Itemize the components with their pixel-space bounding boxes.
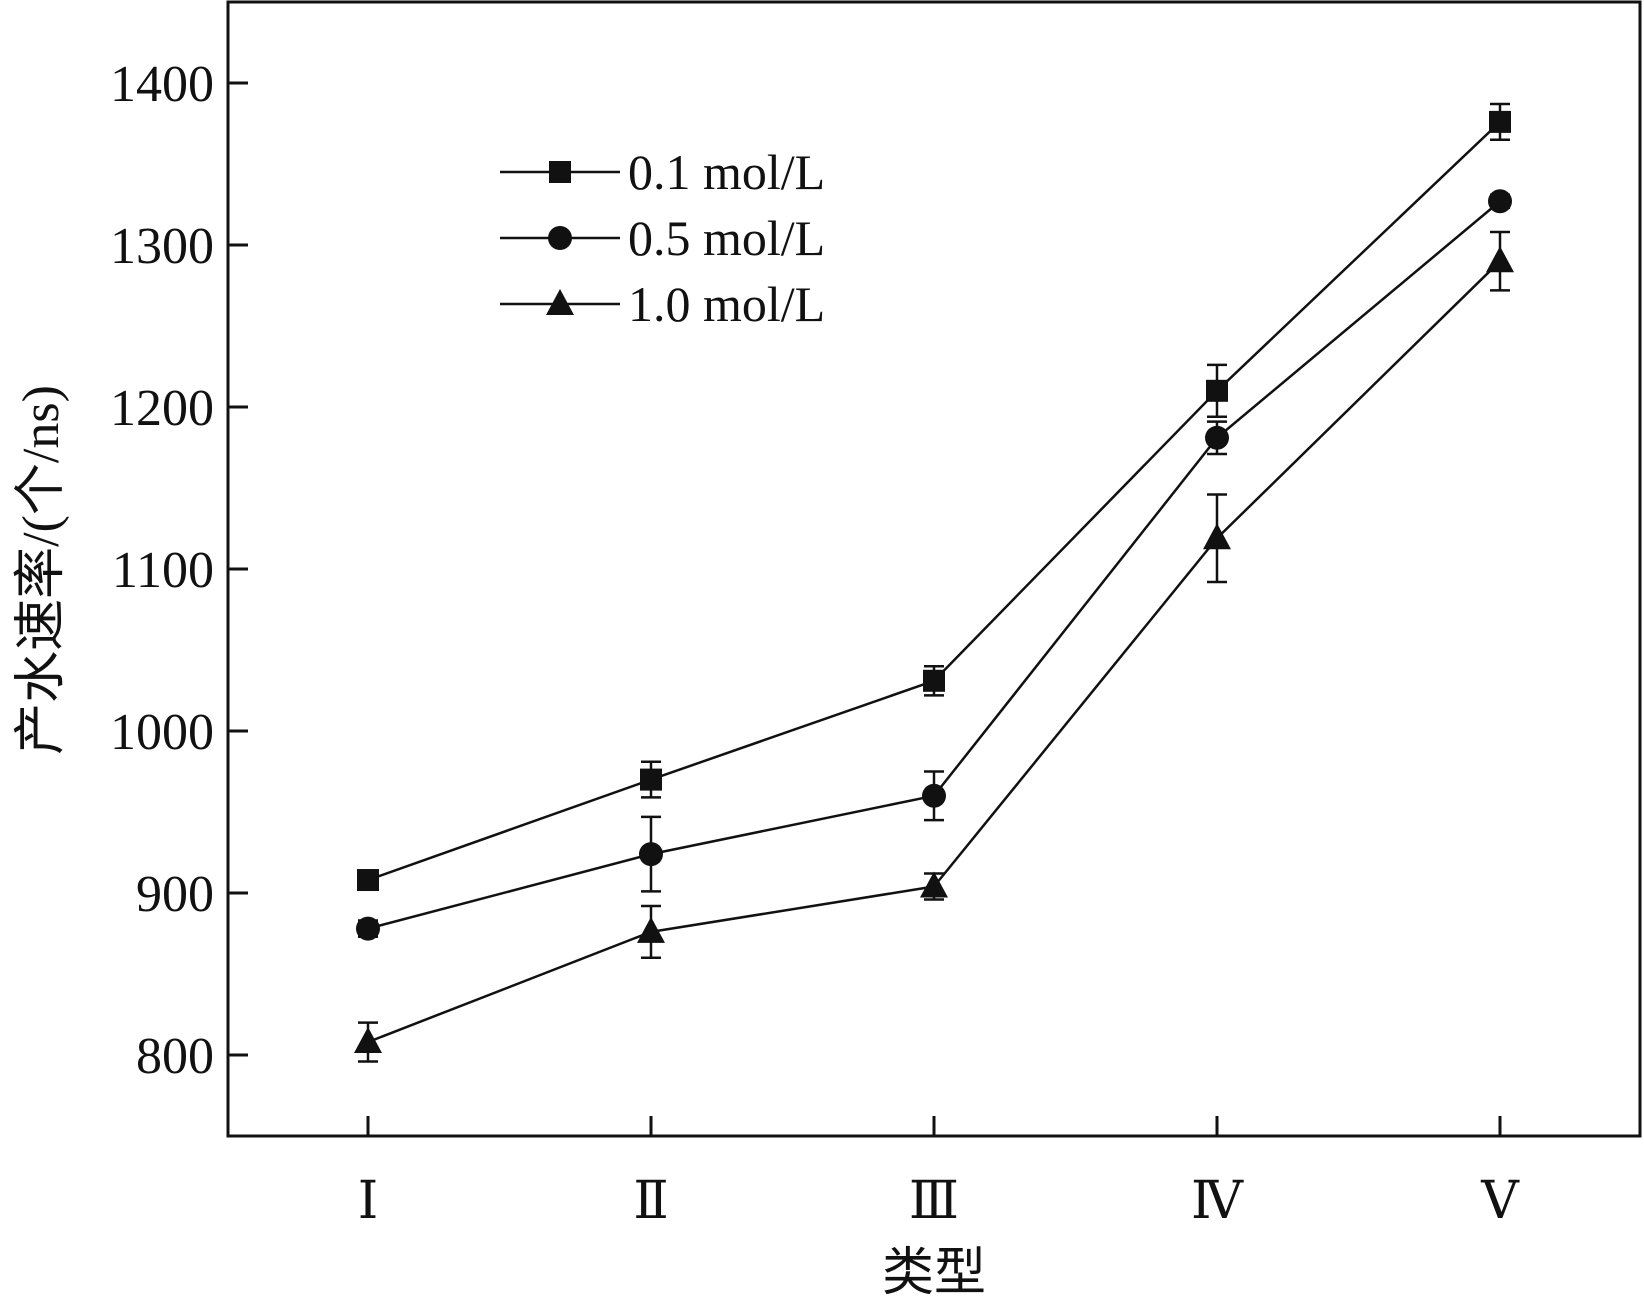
data-point: [357, 869, 379, 892]
data-point: [1205, 425, 1229, 450]
series-2: [354, 230, 1514, 1063]
y-tick-label: 1300: [110, 218, 214, 275]
data-point: [920, 871, 948, 898]
plot-frame: [226, 0, 1642, 1138]
series-line: [367, 120, 1501, 882]
y-tick-label: 1200: [110, 380, 214, 437]
data-point: [923, 669, 945, 692]
y-tick-label: 1100: [112, 542, 214, 599]
legend-item-2: 1.0 mol/L: [500, 276, 825, 332]
x-tick-label: Ⅰ: [358, 1173, 379, 1230]
y-axis-title: 产水速率/(个/ns): [13, 385, 70, 755]
legend-marker: [548, 226, 572, 250]
data-point: [639, 842, 663, 867]
data-point: [1488, 189, 1512, 214]
legend-label: 1.0 mol/L: [628, 276, 825, 332]
x-tick-label: Ⅳ: [1191, 1173, 1244, 1230]
series-line: [367, 260, 1501, 1044]
series-1: [356, 189, 1512, 941]
data-point: [637, 916, 665, 943]
x-tick-label: Ⅴ: [1480, 1173, 1520, 1230]
y-tick-label: 800: [136, 1028, 214, 1085]
x-tick-label: Ⅱ: [633, 1173, 668, 1230]
legend-item-1: 0.5 mol/L: [500, 210, 825, 266]
axes: 800 900 1000 1100 1200 1300 1400 Ⅰ Ⅱ Ⅲ Ⅳ Ⅴ 类型 产水速率/(个…: [13, 0, 1642, 1302]
legend-item-0: 0.1 mol/L: [500, 144, 825, 200]
series-0: [357, 102, 1511, 892]
y-tick-label: 1000: [110, 704, 214, 761]
y-tick-label: 1400: [110, 56, 214, 113]
legend-label: 0.1 mol/L: [628, 144, 825, 200]
data-point: [1489, 110, 1511, 133]
x-tick-label: Ⅲ: [909, 1173, 959, 1230]
x-axis-title: 类型: [882, 1245, 986, 1302]
data-point: [354, 1027, 382, 1054]
legend-marker: [546, 289, 574, 315]
legend: 0.1 mol/L 0.5 mol/L 1.0 mol/L: [500, 144, 825, 332]
series-layer: [354, 102, 1514, 1063]
legend-marker: [549, 161, 571, 183]
data-point: [1486, 246, 1514, 273]
data-point: [1206, 379, 1228, 402]
data-point: [1203, 523, 1231, 550]
y-tick-label: 900: [136, 866, 214, 923]
data-point: [640, 768, 662, 791]
data-point: [356, 916, 380, 941]
data-point: [922, 783, 946, 808]
legend-label: 0.5 mol/L: [628, 210, 825, 266]
